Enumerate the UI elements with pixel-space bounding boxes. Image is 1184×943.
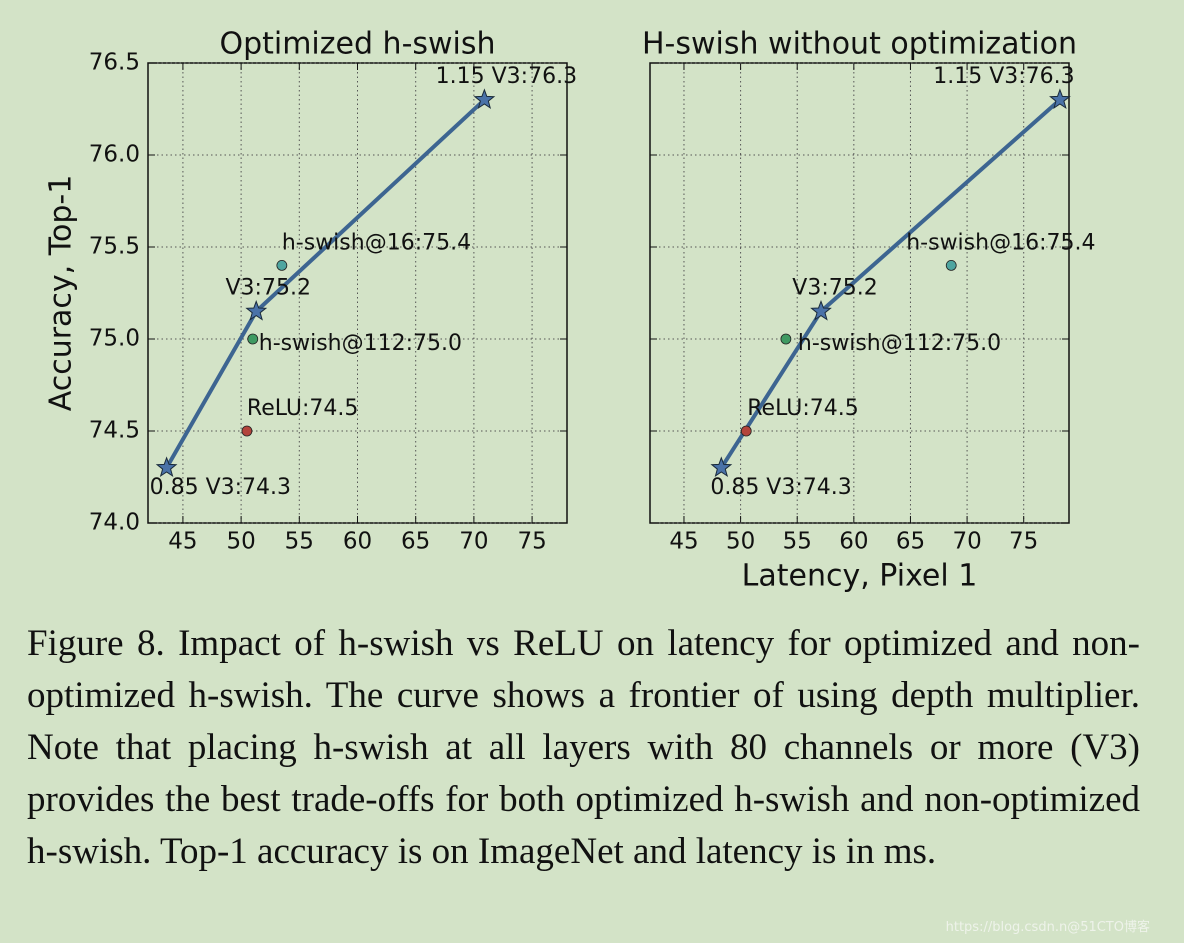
x-tick-label: 75: [1009, 529, 1038, 555]
x-tick-label: 50: [226, 529, 255, 555]
star-marker: [1049, 88, 1071, 110]
figure: Optimized h-swish 45 50 55 60 65 70 75 74.0 74.5 7…: [44, 27, 1096, 594]
point-label: 0.85 V3:74.3: [710, 475, 851, 500]
x-tick-label: 70: [459, 529, 488, 555]
x-tick-label: 45: [168, 529, 197, 555]
x-tick-label: 60: [343, 529, 372, 555]
point-label: V3:75.2: [792, 275, 877, 300]
x-tick-label: 65: [401, 529, 430, 555]
chart-title: H-swish without optimization: [642, 27, 1077, 62]
point-label: 0.85 V3:74.3: [150, 475, 291, 500]
watermark: https://blog.csdn.n@51CTO博客: [945, 920, 1150, 935]
point-label: h-swish@16:75.4: [906, 230, 1095, 255]
point-label: ReLU:74.5: [747, 396, 859, 421]
point-label: ReLU:74.5: [247, 396, 358, 421]
point-label: 1.15 V3:76.3: [436, 64, 577, 89]
star-marker: [810, 299, 832, 321]
dot-marker: [247, 333, 259, 345]
point-label: V3:75.2: [226, 275, 311, 300]
x-axis-label: Latency, Pixel 1: [742, 559, 978, 594]
x-tick-label: 60: [839, 529, 868, 555]
star-marker: [710, 456, 733, 478]
y-tick-label: 75.0: [89, 326, 140, 352]
star-marker: [245, 299, 268, 321]
x-tick-label: 70: [952, 529, 981, 555]
y-tick-label: 75.5: [89, 234, 140, 260]
dot-marker: [241, 425, 253, 437]
x-tick-label: 65: [896, 529, 925, 555]
y-tick-label: 74.5: [89, 418, 140, 444]
x-tick-label: 55: [285, 529, 314, 555]
y-tick-label: 74.0: [89, 510, 140, 536]
x-tick-label: 45: [669, 529, 698, 555]
dot-marker: [276, 259, 288, 271]
point-label: h-swish@112:75.0: [259, 331, 462, 356]
chart-title: Optimized h-swish: [219, 27, 495, 62]
dot-marker: [740, 425, 752, 437]
star-marker: [473, 88, 496, 110]
x-tick-label: 75: [517, 529, 546, 555]
caption: Figure 8. Impact of h-swish vs ReLU on l…: [27, 623, 1140, 872]
x-tick-label: 55: [783, 529, 812, 555]
y-tick-label: 76.0: [89, 142, 140, 168]
y-tick-label: 76.5: [89, 50, 140, 76]
y-axis-label: Accuracy, Top-1: [44, 175, 79, 412]
plot-area: [649, 62, 1070, 524]
dot-marker: [780, 333, 792, 345]
dot-marker: [945, 259, 957, 271]
point-label: h-swish@16:75.4: [282, 230, 471, 255]
point-label: 1.15 V3:76.3: [933, 64, 1074, 89]
star-marker: [155, 456, 178, 478]
point-label: h-swish@112:75.0: [798, 331, 1001, 356]
x-tick-label: 50: [726, 529, 755, 555]
